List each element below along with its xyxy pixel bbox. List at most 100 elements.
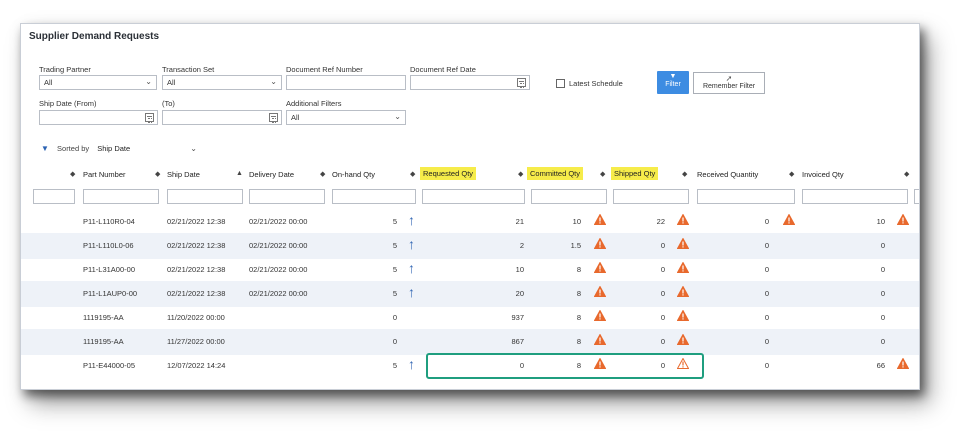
cell-committed-qty: 8 <box>576 265 581 274</box>
column-filter-input[interactable] <box>83 189 159 204</box>
latest-schedule-checkbox[interactable] <box>556 79 565 88</box>
warning-icon[interactable] <box>782 213 796 225</box>
arrow-up-icon[interactable]: ↑ <box>408 356 415 372</box>
filter-button[interactable]: ▼ Filter <box>657 71 689 94</box>
document-ref-number-input[interactable] <box>286 75 406 90</box>
warning-icon[interactable] <box>676 213 690 225</box>
col-shipped-qty[interactable]: Shipped Qty <box>611 167 659 180</box>
col-onhand-qty[interactable]: On-hand Qty <box>332 170 375 179</box>
col-received-quantity[interactable]: Received Quantity <box>697 170 759 179</box>
column-filter-input[interactable] <box>531 189 607 204</box>
sort-icon[interactable]: ◆ <box>600 171 606 178</box>
cell-invoiced-qty: 10 <box>876 217 885 226</box>
transaction-set-value: All <box>167 78 176 87</box>
warning-icon[interactable] <box>593 309 607 321</box>
sort-selector[interactable]: ▼ Sorted by Ship Date ⌄ <box>41 144 197 153</box>
sort-icon[interactable]: ◆ <box>320 171 326 178</box>
warning-icon[interactable] <box>676 333 690 345</box>
warning-icon[interactable] <box>676 261 690 273</box>
ship-date-from-input[interactable] <box>39 110 158 125</box>
additional-filters-select[interactable]: All ⌄ <box>286 110 406 125</box>
warning-icon[interactable] <box>676 285 690 297</box>
table-row[interactable]: P11-L110L0-06 02/21/2022 12:38 02/21/2022 … <box>21 233 919 259</box>
document-ref-date-input[interactable] <box>410 75 530 90</box>
additional-filters-value: All <box>291 113 300 122</box>
cell-invoiced-qty: 0 <box>880 313 885 322</box>
warning-icon[interactable] <box>676 357 690 369</box>
sort-icon[interactable]: ◆ <box>518 171 524 178</box>
sort-icon[interactable]: ◆ <box>789 171 795 178</box>
column-filter-input[interactable] <box>697 189 795 204</box>
sort-asc-icon[interactable]: ▲ <box>236 170 243 177</box>
col-ship-date[interactable]: Ship Date <box>167 170 200 179</box>
table-row[interactable]: P11-E44000-05 12/07/2022 14:24 5 ↑ 0 8 0 0 66 <box>21 353 919 379</box>
table-row[interactable]: 1119195-AA 11/27/2022 00:00 0 867 8 0 0 0 <box>21 329 919 355</box>
warning-icon[interactable] <box>676 237 690 249</box>
remember-filter-button[interactable]: ➚ Remember Filter <box>693 72 765 94</box>
sort-icon[interactable]: ◆ <box>155 171 161 178</box>
col-committed-qty[interactable]: Committed Qty <box>527 167 584 180</box>
arrow-up-icon[interactable]: ↑ <box>408 236 415 252</box>
sort-icon[interactable]: ◆ <box>682 171 688 178</box>
chevron-down-icon: ⌄ <box>394 112 401 121</box>
transaction-set-label: Transaction Set <box>162 65 215 74</box>
warning-icon[interactable] <box>896 213 910 225</box>
cell-part-number: P11-L31A00-00 <box>83 265 135 274</box>
warning-icon[interactable] <box>896 357 910 369</box>
cell-ship-date: 02/21/2022 12:38 <box>167 289 226 298</box>
cell-invoiced-qty: 66 <box>876 361 885 370</box>
column-filter-input[interactable] <box>422 189 525 204</box>
column-filter-input[interactable] <box>33 189 75 204</box>
col-delivery-date[interactable]: Delivery Date <box>249 170 295 179</box>
cell-received-quantity: 0 <box>764 289 769 298</box>
warning-icon[interactable] <box>593 333 607 345</box>
table-row[interactable]: P11-L1AUP0-00 02/21/2022 12:38 02/21/2022 … <box>21 281 919 307</box>
col-requested-qty[interactable]: Requested Qty <box>420 167 477 180</box>
warning-icon[interactable] <box>593 213 607 225</box>
table-row[interactable]: 1119195-AA 11/20/2022 00:00 0 937 8 0 0 0 <box>21 305 919 331</box>
cell-ship-date: 12/07/2022 14:24 <box>167 361 226 370</box>
column-filter-input[interactable] <box>167 189 243 204</box>
calendar-icon[interactable] <box>269 113 278 123</box>
column-filter-input[interactable] <box>914 189 919 204</box>
pin-icon: ➚ <box>725 74 733 83</box>
column-filter-input[interactable] <box>332 189 416 204</box>
calendar-icon[interactable] <box>145 113 154 123</box>
ship-date-from-label: Ship Date (From) <box>39 99 97 108</box>
warning-icon[interactable] <box>676 309 690 321</box>
cell-requested-qty: 10 <box>515 265 524 274</box>
highlight-box <box>426 353 704 379</box>
chevron-down-icon: ⌄ <box>270 77 277 86</box>
warning-icon[interactable] <box>593 357 607 369</box>
table-row[interactable]: P11-L110R0-04 02/21/2022 12:38 02/21/2022 … <box>21 209 919 235</box>
page-title: Supplier Demand Requests <box>29 31 160 42</box>
warning-icon[interactable] <box>593 285 607 297</box>
sort-icon[interactable]: ◆ <box>70 171 76 178</box>
warning-icon[interactable] <box>593 237 607 249</box>
arrow-up-icon[interactable]: ↑ <box>408 260 415 276</box>
warning-icon[interactable] <box>593 261 607 273</box>
trading-partner-select[interactable]: All ⌄ <box>39 75 157 90</box>
column-filter-input[interactable] <box>802 189 908 204</box>
table-row[interactable]: P11-L31A00-00 02/21/2022 12:38 02/21/2022 … <box>21 257 919 283</box>
funnel-icon: ▼ <box>41 144 49 153</box>
ship-date-to-input[interactable] <box>162 110 282 125</box>
cell-delivery-date: 02/21/2022 00:00 <box>249 289 308 298</box>
cell-ship-date: 11/20/2022 00:00 <box>167 313 225 322</box>
calendar-icon[interactable] <box>517 78 526 88</box>
cell-invoiced-qty: 0 <box>880 289 885 298</box>
sort-icon[interactable]: ◆ <box>904 171 910 178</box>
sort-icon[interactable]: ◆ <box>410 171 416 178</box>
cell-committed-qty: 8 <box>576 289 581 298</box>
col-invoiced-qty[interactable]: Invoiced Qty <box>802 170 844 179</box>
col-part-number[interactable]: Part Number <box>83 170 126 179</box>
cell-shipped-qty: 0 <box>660 361 665 370</box>
latest-schedule-label: Latest Schedule <box>569 79 623 88</box>
column-filter-input[interactable] <box>613 189 689 204</box>
transaction-set-select[interactable]: All ⌄ <box>162 75 282 90</box>
arrow-up-icon[interactable]: ↑ <box>408 212 415 228</box>
trading-partner-label: Trading Partner <box>39 65 91 74</box>
sort-label: Sorted by <box>57 144 90 153</box>
arrow-up-icon[interactable]: ↑ <box>408 284 415 300</box>
column-filter-input[interactable] <box>249 189 325 204</box>
